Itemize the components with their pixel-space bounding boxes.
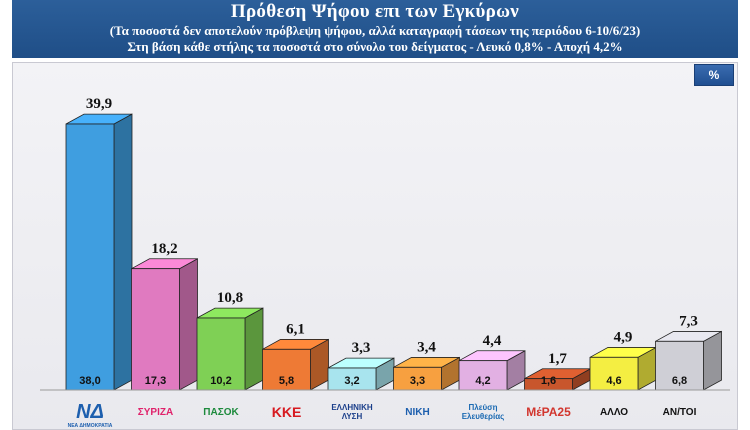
party-logo-label-1: ΣΥΡΙΖΑ — [137, 406, 174, 418]
party-logo-3: ΚΚΕ — [259, 397, 315, 427]
party-logo-label-8: ΑΛΛΟ — [599, 406, 629, 418]
chart-subtitle-sample: Στη βάση κάθε στήλης τα ποσοστά στο σύνο… — [127, 39, 623, 54]
bar-3 — [262, 348, 311, 391]
top-value-label-1: 18,2 — [151, 241, 177, 257]
top-value-label-9: 7,3 — [679, 313, 698, 329]
party-logo-label-3: ΚΚΕ — [271, 404, 302, 420]
base-value-label-6: 4,2 — [475, 375, 490, 387]
base-value-label-4: 3,2 — [344, 375, 359, 387]
chart-header: Πρόθεση Ψήφου επι των Εγκύρων (Τα ποσοστ… — [12, 0, 738, 58]
party-logo-label-0: ΝΔ — [76, 400, 104, 423]
base-value-label-1: 17,3 — [145, 375, 166, 387]
party-logo-5: ΝΙΚΗ — [390, 397, 446, 427]
top-value-label-7: 1,7 — [548, 351, 567, 367]
chart-title: Πρόθεση Ψήφου επι των Εγκύρων — [230, 1, 520, 22]
bar-6 — [458, 360, 508, 391]
bar-2 — [196, 317, 246, 391]
party-logo-0: ΝΔ ΝΕΑ ΔΗΜΟΚΡΑΤΙΑ — [62, 397, 118, 430]
bar-side-2 — [244, 307, 264, 391]
party-logo-2: ΠΑΣΟΚ — [193, 397, 249, 427]
base-value-label-3: 5,8 — [279, 375, 294, 387]
party-logo-label-4: ΕΛΛΗΝΙΚΗ ΛΥΣΗ — [331, 403, 373, 421]
top-value-label-2: 10,8 — [217, 290, 243, 306]
party-logo-label-7: ΜέΡΑ25 — [526, 405, 571, 419]
base-value-label-7: 1,6 — [541, 375, 556, 387]
base-value-label-0: 38,0 — [79, 375, 100, 387]
party-logo-label-9: ΑΝ/ΤΟΙ — [662, 406, 697, 418]
bar-side-0 — [113, 113, 133, 391]
top-value-label-4: 3,3 — [352, 340, 371, 356]
party-logo-4: ΕΛΛΗΝΙΚΗ ΛΥΣΗ — [324, 397, 380, 427]
party-logo-label-2: ΠΑΣΟΚ — [203, 406, 239, 418]
top-value-label-5: 3,4 — [417, 339, 436, 355]
chart-subtitle-period: (Τα ποσοστά δεν αποτελούν πρόβλεψη ψήφου… — [109, 23, 641, 38]
party-logo-9: ΑΝ/ΤΟΙ — [652, 397, 708, 427]
party-logo-7: ΜέΡΑ25 — [521, 397, 577, 427]
party-logo-8: ΑΛΛΟ — [586, 397, 642, 427]
bar-0 — [65, 123, 115, 391]
base-value-label-5: 3,3 — [410, 375, 425, 387]
party-logo-sublabel-0: ΝΕΑ ΔΗΜΟΚΡΑΤΙΑ — [67, 423, 113, 429]
bar-1 — [131, 268, 180, 391]
top-value-label-3: 6,1 — [286, 321, 305, 337]
percent-badge: % — [694, 64, 734, 86]
party-logo-label-5: ΝΙΚΗ — [405, 406, 430, 418]
top-value-label-0: 39,9 — [86, 96, 112, 112]
party-logo-label-6: Πλεύση Ελευθερίας — [461, 403, 505, 421]
party-logo-1: ΣΥΡΙΖΑ — [128, 397, 184, 427]
party-logo-6: Πλεύση Ελευθερίας — [455, 397, 511, 427]
base-value-label-8: 4,6 — [606, 375, 621, 387]
base-value-label-2: 10,2 — [210, 375, 231, 387]
top-value-label-8: 4,9 — [614, 329, 633, 345]
base-value-label-9: 6,8 — [672, 375, 687, 387]
bar-9 — [655, 340, 704, 391]
bar-8 — [589, 356, 639, 391]
top-value-label-6: 4,4 — [483, 333, 502, 349]
bar-side-1 — [179, 258, 198, 391]
